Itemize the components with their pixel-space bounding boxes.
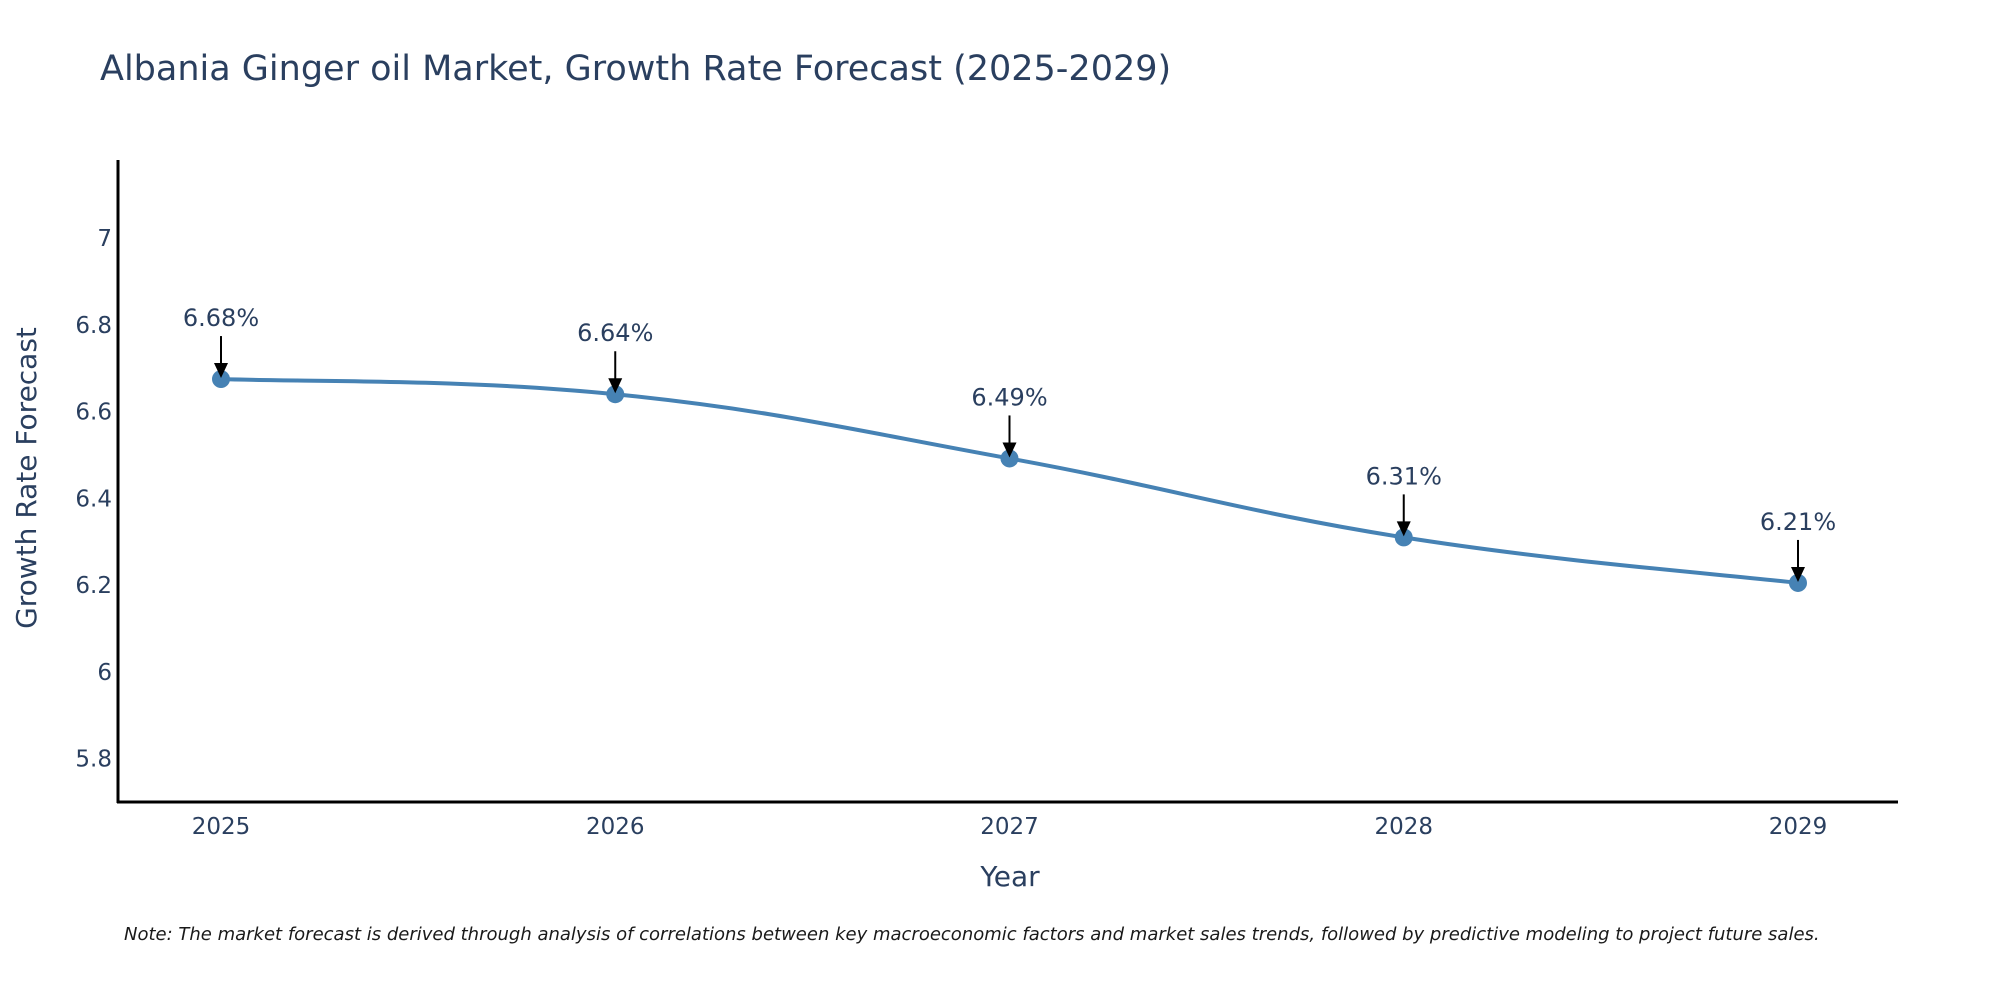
annotation-arrow-head (214, 363, 228, 379)
data-point (212, 370, 230, 389)
y-tick-label: 5.8 (75, 747, 112, 773)
y-tick-label: 7 (97, 226, 112, 252)
data-label: 6.64% (577, 319, 653, 347)
y-tick-label: 6.8 (75, 313, 112, 339)
data-point (1000, 449, 1019, 468)
data-label: 6.31% (1366, 462, 1442, 490)
x-axis-ticks: 2025 2026 2027 2028 2029 (192, 814, 1828, 840)
y-tick-label: 6.2 (75, 573, 112, 599)
x-tick-label: 2025 (192, 814, 251, 840)
data-annotations: 6.68% 6.64% 6.49% 6.31% 6.21% (183, 304, 1836, 582)
y-tick-label: 6 (97, 660, 112, 686)
data-label: 6.68% (183, 304, 259, 332)
annotation-arrow-head (1002, 442, 1017, 458)
y-axis-title: Growth Rate Forecast (10, 327, 43, 629)
y-axis-ticks: 5.8 6 6.2 6.4 6.6 6.8 7 (75, 226, 112, 773)
data-label: 6.49% (971, 383, 1047, 411)
x-tick-label: 2026 (586, 814, 645, 840)
y-tick-label: 6.6 (75, 400, 112, 426)
x-tick-label: 2029 (1769, 814, 1828, 840)
annotation-arrow-head (1396, 521, 1411, 537)
data-point (606, 385, 625, 404)
data-points (212, 370, 1807, 592)
chart-title: Albania Ginger oil Market, Growth Rate F… (100, 49, 1171, 89)
data-point (1394, 528, 1413, 547)
annotation-arrow-head (608, 378, 623, 394)
x-tick-label: 2028 (1374, 814, 1433, 840)
annotation-arrow-head (1791, 566, 1805, 582)
data-point (1789, 573, 1807, 592)
x-axis-title: Year (979, 860, 1040, 893)
x-tick-label: 2027 (980, 814, 1039, 840)
y-tick-label: 6.4 (75, 486, 112, 512)
footnote: Note: The market forecast is derived thr… (124, 924, 1820, 945)
data-label: 6.21% (1760, 508, 1836, 536)
